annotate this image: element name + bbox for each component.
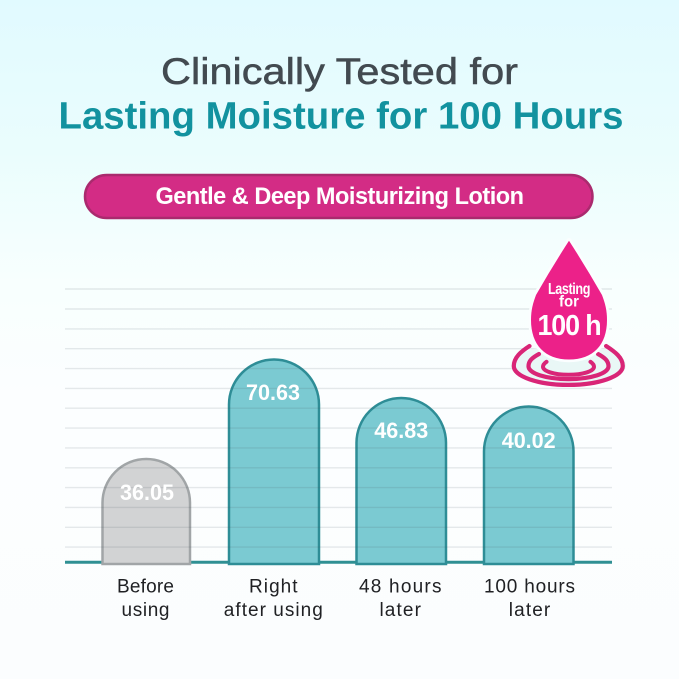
svg-text:later: later: [379, 600, 421, 621]
svg-text:Right: Right: [249, 576, 298, 597]
svg-text:Before: Before: [117, 576, 174, 597]
svg-text:100 hours: 100 hours: [484, 576, 575, 597]
svg-text:using: using: [122, 600, 170, 621]
svg-text:Gentle & Deep Moisturizing Lot: Gentle & Deep Moisturizing Lotion: [156, 183, 524, 210]
svg-text:Clinically Tested for: Clinically Tested for: [161, 50, 518, 92]
svg-text:after using: after using: [224, 600, 323, 621]
svg-text:Lasting Moisture for 100 Hours: Lasting Moisture for 100 Hours: [59, 96, 624, 138]
svg-text:100 h: 100 h: [538, 310, 601, 342]
svg-text:70.63: 70.63: [246, 380, 300, 405]
svg-text:Lasting: Lasting: [548, 281, 590, 298]
svg-text:40.02: 40.02: [502, 428, 556, 453]
svg-text:36.05: 36.05: [120, 480, 174, 505]
svg-text:for: for: [559, 294, 579, 311]
svg-text:48 hours: 48 hours: [359, 576, 442, 597]
svg-text:later: later: [509, 600, 551, 621]
svg-text:46.83: 46.83: [374, 418, 428, 443]
